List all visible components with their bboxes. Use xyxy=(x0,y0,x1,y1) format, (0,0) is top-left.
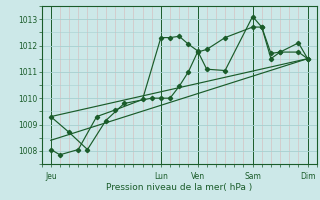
X-axis label: Pression niveau de la mer( hPa ): Pression niveau de la mer( hPa ) xyxy=(106,183,252,192)
